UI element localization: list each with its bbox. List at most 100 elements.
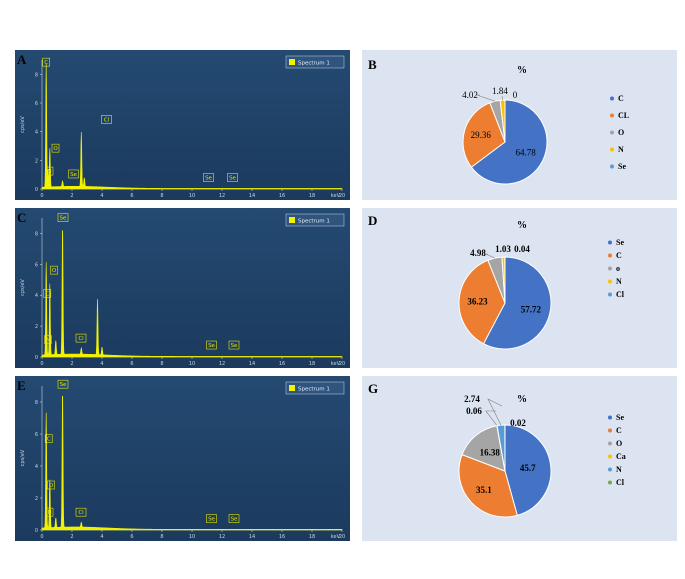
legend-label: Spectrum 1 [298,61,330,67]
pie-title: % [517,394,527,405]
leader-line [476,94,495,102]
element-label-box [43,289,52,298]
y-tick-label: 4 [35,464,38,470]
spectrum-chart-e: 0 2 4 6 8 10 12 14 16 18 20 0 2 4 6 8 keV cps/eV Se C O N Cl Se… [20,379,345,540]
slice-value-label: 29.36 [471,130,492,140]
element-label: Cl [104,118,110,124]
x-tick-label: 20 [339,193,345,199]
leader-line [487,398,503,426]
legend-marker [608,253,612,258]
legend-label: Cl [616,290,625,299]
spectrum-chart-a: 0 2 4 6 8 10 12 14 16 18 20 0 2 4 6 8 keV cps/eV C O N Se Cl Se… [20,55,345,199]
pie-title: % [517,220,527,231]
pie-slice [462,102,506,168]
legend-label: Se [616,238,624,247]
legend-marker [610,130,614,135]
spectrum-panel-e: 0 2 4 6 8 10 12 14 16 18 20 0 2 4 6 8 keV cps/eV Se C O N Cl Se… [15,376,350,541]
panel-letter-a: A [17,52,27,67]
x-tick-label: 2 [70,361,73,367]
legend-box [285,381,345,395]
legend-marker [608,415,612,420]
y-tick-label: 2 [35,496,38,502]
element-label-box [101,115,112,124]
slice-value-label: 45.7 [520,463,536,473]
x-axis-label: keV [331,193,341,199]
element-label: N [47,510,51,516]
element-label-box [57,213,69,222]
panel-letter-g: G [368,381,379,396]
pie-chart-d: % 57.72 36.23 4.98 1.03 0.04 Se CoN Cl [458,220,625,350]
legend-label: O [616,439,622,448]
x-tick-label: 12 [219,534,225,540]
y-axis-label: cps/eV [20,449,26,466]
spectrum-trace [41,63,343,190]
pie-slice [470,99,548,185]
legend-marker [608,454,612,459]
spectrum-panel-c: 0 2 4 6 8 10 12 14 16 18 20 0 2 4 6 8 keV cps/eV Se O C N Cl Se… [15,208,350,368]
x-tick-label: 10 [189,534,195,540]
legend-swatch [289,385,295,391]
panel-letter-e: E [17,378,26,393]
element-label-box [75,507,87,517]
pie-slice [504,424,552,516]
x-tick-label: 12 [219,193,225,199]
element-label: Se [229,176,236,182]
element-label: Se [205,176,212,182]
y-tick-label: 6 [35,262,38,268]
x-tick-label: 10 [189,361,195,367]
element-label: Se [208,343,215,349]
legend-label: CL [618,111,629,120]
element-label-box [51,143,60,153]
spectrum-panel-a: 0 2 4 6 8 10 12 14 16 18 20 0 2 4 6 8 keV cps/eV C O N Se Cl Se… [15,50,350,200]
pie-slice [458,259,506,345]
y-axis-label: cps/eV [20,116,26,133]
legend-label: N [618,145,624,154]
slice-value-label: 35.1 [476,485,492,495]
legend-box [285,55,345,69]
pie-panel-b: % 64.78 29.36 4.02 1.84 0 C CL O N Se B [362,50,677,200]
x-tick-label: 14 [249,193,255,199]
x-tick-label: 20 [339,361,345,367]
legend-label: o [616,264,620,273]
x-tick-label: 16 [279,361,285,367]
element-label: Se [231,343,238,349]
x-tick-label: 20 [339,534,345,540]
legend-label: N [616,465,622,474]
y-tick-label: 0 [35,528,38,534]
x-tick-label: 16 [279,534,285,540]
x-tick-label: 8 [160,534,163,540]
element-label: Se [60,382,67,388]
panel-letter-d: D [368,213,378,228]
x-tick-label: 6 [130,193,133,199]
element-label-box [47,480,55,490]
x-tick-label: 18 [309,361,315,367]
slice-value-label: 2.74 [464,394,480,404]
y-tick-label: 8 [35,400,38,406]
x-tick-label: 0 [40,193,43,199]
legend-marker [608,292,612,297]
x-tick-label: 2 [70,193,73,199]
y-tick-label: 8 [35,231,38,237]
y-tick-label: 0 [35,355,38,361]
pie-chart-b: % 64.78 29.36 4.02 1.84 0 C CL ON Se [462,65,629,185]
element-label-box [44,335,52,344]
legend-marker [610,164,614,169]
y-tick-label: 4 [35,293,38,299]
legend-label: Cl [616,478,625,487]
legend-marker [608,441,612,446]
slice-value-label: 36.23 [467,297,488,307]
x-tick-label: 4 [100,193,103,199]
legend-swatch [289,217,295,223]
spectrum-trace [41,230,343,358]
element-label: O [53,146,58,152]
legend-swatch [289,59,295,65]
x-tick-label: 14 [249,534,255,540]
element-label: Se [70,172,77,178]
legend-marker [608,428,612,433]
x-tick-label: 14 [249,361,255,367]
pie-slice [461,425,506,472]
element-label: C [44,60,48,66]
panel-letter-b: B [368,57,377,72]
legend-marker [608,467,612,472]
